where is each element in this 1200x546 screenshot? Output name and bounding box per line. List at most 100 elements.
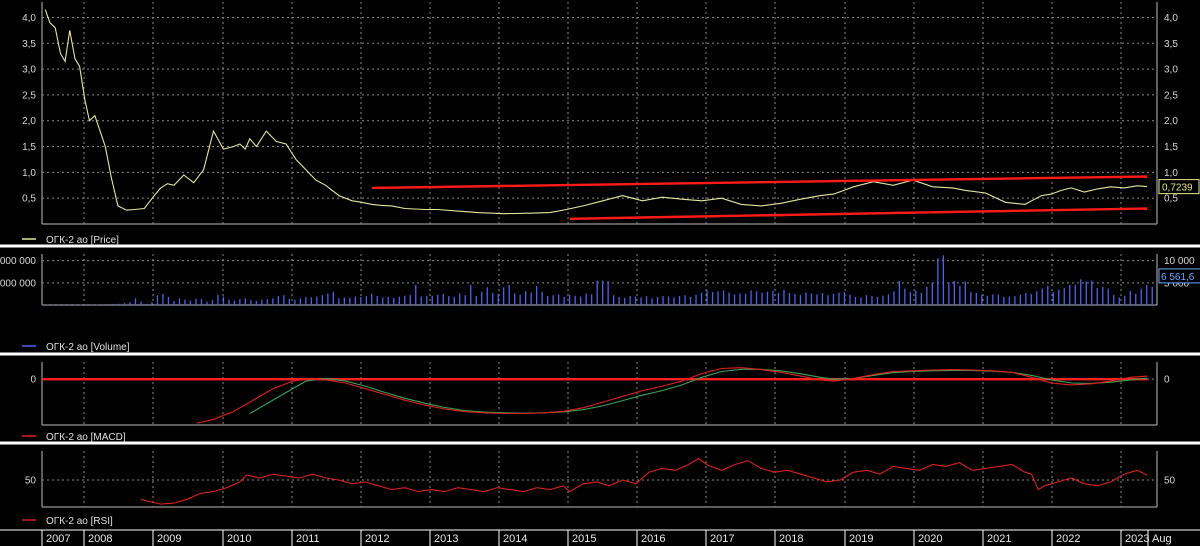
y-tick-label-right: 3,5 [1164,39,1178,50]
volume-bar [838,292,840,305]
volume-bar [1124,295,1126,305]
volume-bar [937,258,939,305]
volume-bar [1135,293,1137,305]
volume-bar [1030,293,1032,305]
y-tick-label-right: 0,5 [1164,194,1178,205]
volume-bar [1146,285,1148,305]
volume-bar [239,299,241,305]
volume-bar [371,293,373,305]
volume-bar [624,297,626,305]
year-label: Aug [1152,533,1172,545]
volume-bar [530,292,532,305]
volume-bar [1052,292,1054,305]
volume-bar [794,293,796,305]
legend-label-2: ОГК-2 ао [MACD] [46,432,126,443]
volume-bar [497,293,499,305]
volume-bar [673,297,675,305]
volume-bar [470,285,472,305]
volume-bar [1047,285,1049,305]
volume-bar [365,296,367,305]
volume-bar [299,298,301,305]
volume-bar [893,291,895,305]
volume-bar [261,299,263,305]
volume-bar [799,294,802,305]
volume-bar [975,293,977,305]
volume-bar [349,297,351,305]
volume-bar [503,287,505,305]
volume-bar [662,296,664,305]
volume-bar [1003,297,1005,305]
legend-layer: ОГК-2 ао [Price] ОГК-2 ао [Volume] ОГК-2 а… [22,235,130,527]
volume-bar [569,294,571,305]
y-tick-label-right: 4,0 [1164,13,1178,24]
volume-bar [420,296,422,305]
volume-bar [1041,288,1043,305]
macd-series-line [196,367,1148,424]
volume-bar [162,293,164,305]
volume-bar [1069,285,1071,305]
volume-bar [129,302,131,305]
volume-bar [667,296,670,305]
volume-bar [744,293,747,305]
volume-bar [1140,288,1142,305]
year-label: 2020 [918,533,942,545]
volume-bar [343,297,345,305]
volume-bar [882,295,884,305]
y-tick-label-right: 5 000 [1164,278,1189,289]
volume-bar [1058,289,1060,305]
volume-bar [283,295,285,305]
year-label: 2018 [779,533,803,545]
volume-bar [739,293,741,305]
grid-layer [0,2,1200,508]
volume-bar [200,299,203,305]
volume-bar [1074,285,1076,305]
volume-bar [112,303,115,305]
volume-bar [96,304,98,305]
volume-bar [558,294,560,305]
y-tick-label-left: 0,5 [22,194,36,205]
volume-bar [217,294,219,305]
volume-bar [904,288,906,305]
volume-bar [711,292,714,305]
volume-bar [453,297,455,305]
volume-bar [1107,288,1109,305]
volume-bar [536,285,538,305]
volume-bar [684,295,686,305]
volume-bar [970,292,972,305]
volume-bar [376,296,378,305]
volume-bar [783,289,785,305]
volume-bar [805,292,807,305]
volume-bar [1019,294,1021,305]
volume-bar [486,287,488,305]
y-tick-label-left: 3,5 [22,39,36,50]
volume-bar [695,294,697,305]
volume-bar [266,299,268,305]
volume-bar [305,297,307,305]
volume-bar [288,298,290,305]
year-label: 2022 [1056,533,1080,545]
volume-bar [294,299,296,305]
volume-bar [607,281,609,305]
volume-bar [876,297,879,305]
volume-bar [750,290,752,305]
y-tick-label-left: 3,0 [22,65,36,76]
y-tick-label-left: 000 000 [0,256,36,267]
y-tick-label-left: 4,0 [22,13,36,24]
price-channel-line [371,175,1148,190]
volume-bar [1036,291,1038,305]
y-tick-label-left: 0 [30,375,36,386]
volume-bar [189,300,192,305]
volume-bar [459,293,461,305]
legend-label-1: ОГК-2 ао [Volume] [46,342,130,353]
volume-bar [761,292,763,305]
volume-bar [613,295,615,305]
volume-bar [651,298,653,305]
volume-bar [942,255,944,305]
volume-bar [437,294,439,305]
plot-layer [41,9,1153,505]
volume-bar [156,295,159,305]
price-channel-line [569,207,1148,220]
price-series-line [44,9,1148,215]
volume-bar [887,294,890,305]
volume-bar [206,301,208,305]
